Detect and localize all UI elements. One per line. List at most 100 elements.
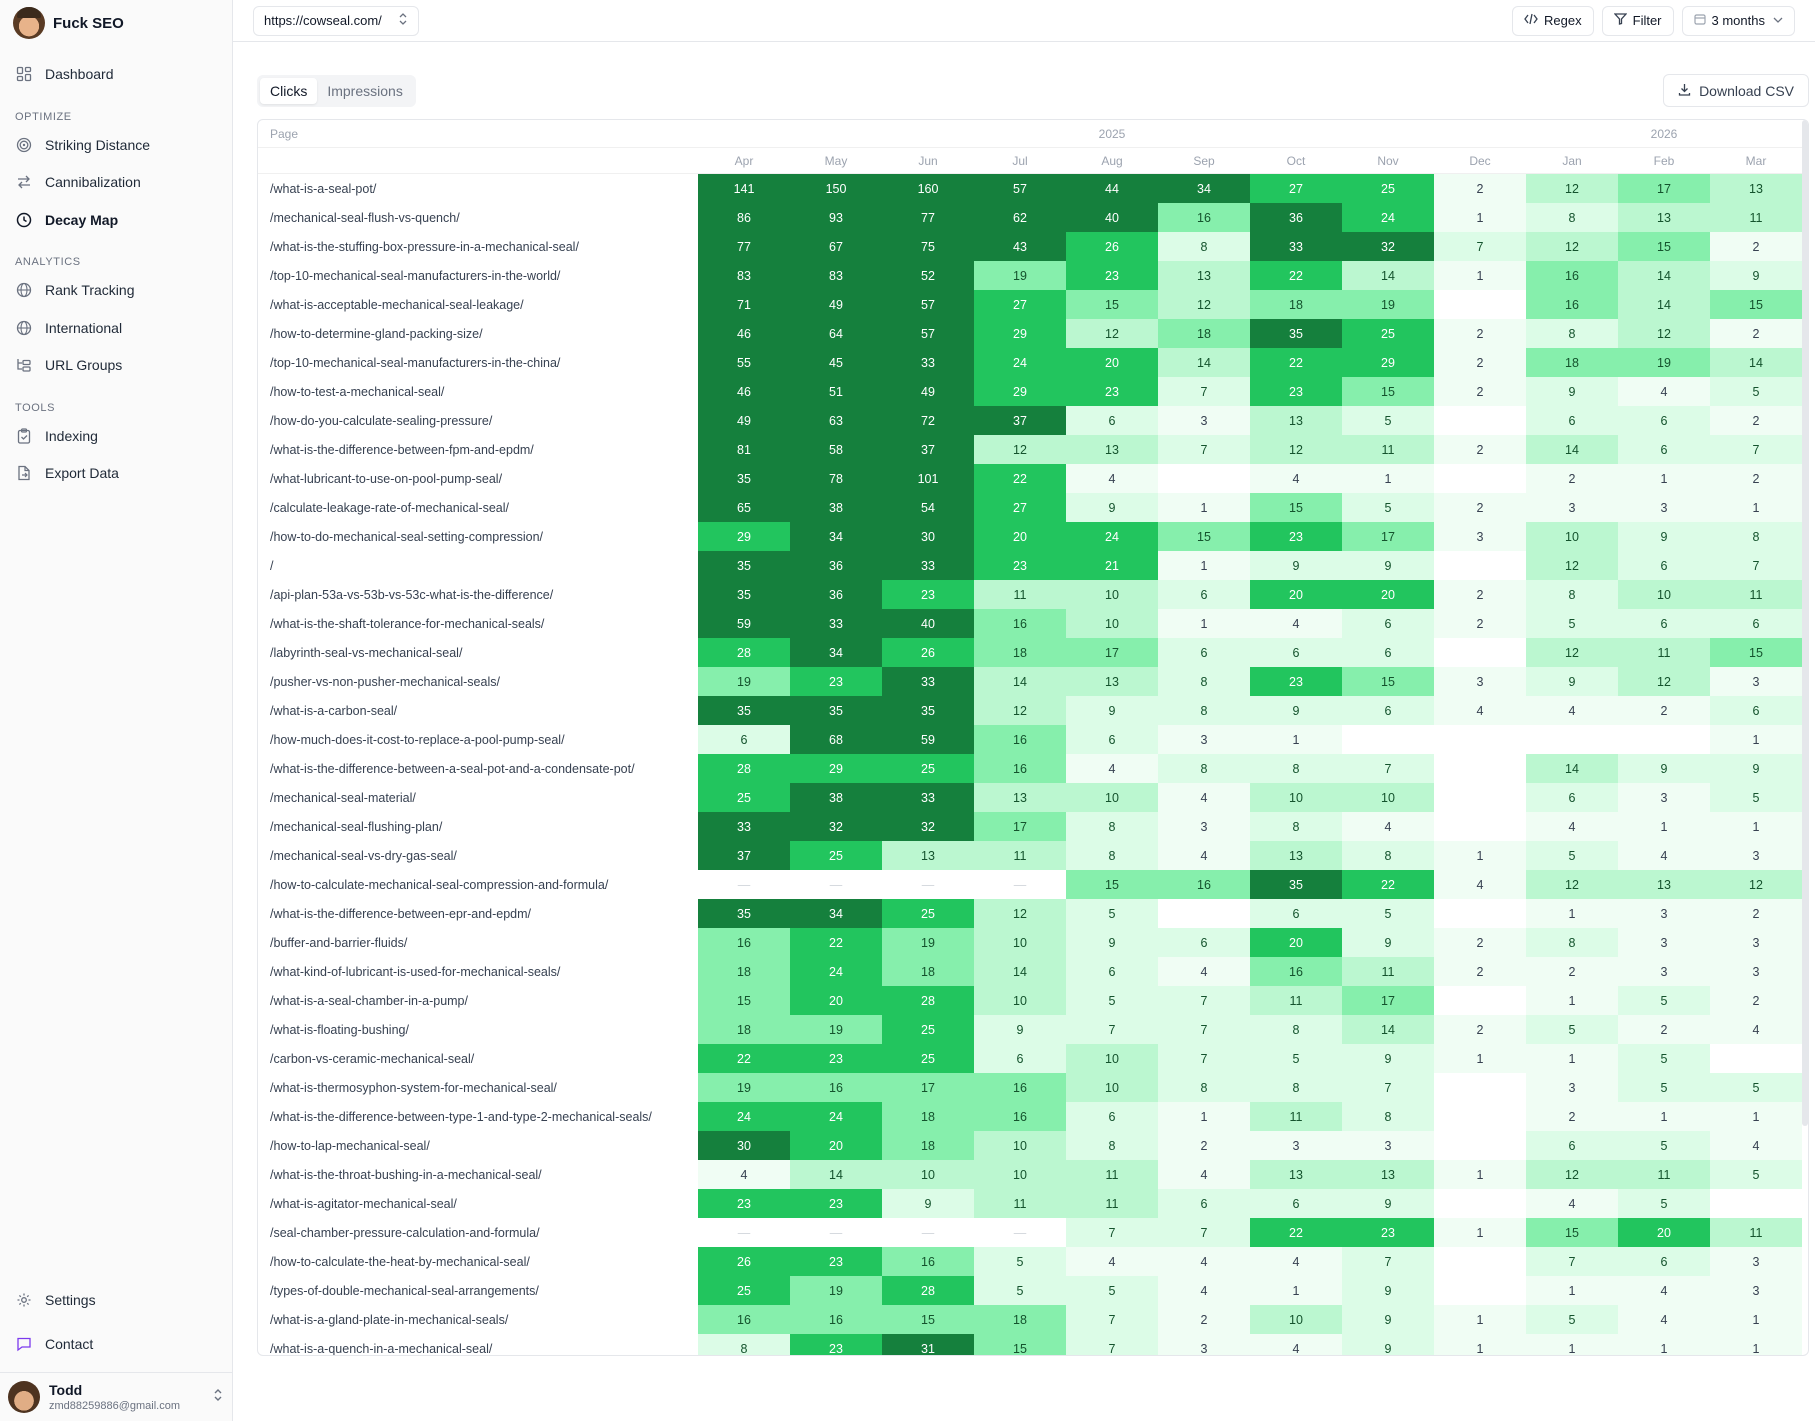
table-row[interactable]: /what-is-agitator-mechanical-seal/23 23 9 1… xyxy=(258,1189,1808,1218)
table-row[interactable]: /what-is-the-shaft-tolerance-for-mechani… xyxy=(258,609,1808,638)
page-url-cell[interactable]: /labyrinth-seal-vs-mechanical-seal/ xyxy=(270,645,463,660)
table-row[interactable]: /what-is-the-difference-between-type-1-a… xyxy=(258,1102,1808,1131)
page-url-cell[interactable]: /what-is-floating-bushing/ xyxy=(270,1022,409,1037)
tab-clicks[interactable]: Clicks xyxy=(260,77,318,104)
page-url-cell[interactable]: /what-is-thermosyphon-system-for-mechani… xyxy=(270,1080,557,1095)
page-url-cell[interactable]: /buffer-and-barrier-fluids/ xyxy=(270,935,408,950)
brand[interactable]: Fuck SEO xyxy=(0,0,232,46)
table-row[interactable]: /35 36 33 23 21 1 9 9 12 6 7 xyxy=(258,551,1808,580)
table-row[interactable]: /what-is-a-carbon-seal/35 35 35 12 9 8 9 6 4 4 2 6 xyxy=(258,696,1808,725)
table-row[interactable]: /what-is-the-difference-between-epr-and-… xyxy=(258,899,1808,928)
page-url-cell[interactable]: /what-is-the-difference-between-a-seal-p… xyxy=(270,761,635,776)
table-row[interactable]: /what-is-the-difference-between-a-seal-p… xyxy=(258,754,1808,783)
decay-table[interactable]: Page 2025 2026 Apr May Jun Jul Aug Sep Oct Nov D… xyxy=(257,119,1809,1356)
table-row[interactable]: /how-to-lap-mechanical-seal/30 20 18 10 8 2 3 3… xyxy=(258,1131,1808,1160)
page-url-cell[interactable]: /how-do-you-calculate-sealing-pressure/ xyxy=(270,413,493,428)
page-url-cell[interactable]: /what-is-agitator-mechanical-seal/ xyxy=(270,1196,457,1211)
table-row[interactable]: /how-to-do-mechanical-seal-setting-compr… xyxy=(258,522,1808,551)
page-url-cell[interactable]: /how-to-determine-gland-packing-size/ xyxy=(270,326,483,341)
sidebar-item-indexing[interactable]: Indexing xyxy=(8,418,224,454)
table-row[interactable]: /how-to-determine-gland-packing-size/46 6… xyxy=(258,319,1808,348)
page-url-cell[interactable]: /types-of-double-mechanical-seal-arrange… xyxy=(270,1283,539,1298)
page-url-cell[interactable]: /how-to-lap-mechanical-seal/ xyxy=(270,1138,430,1153)
page-url-cell[interactable]: /top-10-mechanical-seal-manufacturers-in… xyxy=(270,355,561,370)
table-row[interactable]: /what-is-acceptable-mechanical-seal-leak… xyxy=(258,290,1808,319)
page-url-cell[interactable]: /what-is-a-seal-chamber-in-a-pump/ xyxy=(270,993,468,1008)
table-row[interactable]: /how-to-test-a-mechanical-seal/46 51 49 29 2… xyxy=(258,377,1808,406)
page-url-cell[interactable]: /what-is-acceptable-mechanical-seal-leak… xyxy=(270,297,524,312)
page-url-cell[interactable]: /how-much-does-it-cost-to-replace-a-pool… xyxy=(270,732,565,747)
table-row[interactable]: /carbon-vs-ceramic-mechanical-seal/22 23 2… xyxy=(258,1044,1808,1073)
regex-button[interactable]: Regex xyxy=(1512,5,1594,36)
page-url-cell[interactable]: /what-is-the-difference-between-type-1-a… xyxy=(270,1109,652,1124)
download-csv-button[interactable]: Download CSV xyxy=(1663,74,1809,107)
table-row[interactable]: /mechanical-seal-flush-vs-quench/86 93 77 6… xyxy=(258,203,1808,232)
page-url-cell[interactable]: /what-is-the-difference-between-fpm-and-… xyxy=(270,442,534,457)
page-url-cell[interactable]: /what-is-the-throat-bushing-in-a-mechani… xyxy=(270,1167,542,1182)
table-row[interactable]: /what-is-thermosyphon-system-for-mechani… xyxy=(258,1073,1808,1102)
table-row[interactable]: /how-do-you-calculate-sealing-pressure/4… xyxy=(258,406,1808,435)
sidebar-item-cannibalization[interactable]: Cannibalization xyxy=(8,164,224,200)
page-url-cell[interactable]: /mechanical-seal-material/ xyxy=(270,790,416,805)
page-url-cell[interactable]: /top-10-mechanical-seal-manufacturers-in… xyxy=(270,268,561,283)
user-menu[interactable]: Todd zmd88259886@gmail.com xyxy=(0,1372,232,1421)
table-row[interactable]: /what-is-a-quench-in-a-mechanical-seal/8… xyxy=(258,1334,1808,1356)
table-scrollbar[interactable] xyxy=(1802,120,1808,1126)
page-url-cell[interactable]: / xyxy=(270,558,274,573)
site-select[interactable]: https://cowseal.com/ xyxy=(253,5,419,36)
sidebar-item-url-groups[interactable]: URL Groups xyxy=(8,347,224,383)
sidebar-item-decay-map[interactable]: Decay Map xyxy=(8,202,224,238)
table-row[interactable]: /how-much-does-it-cost-to-replace-a-pool… xyxy=(258,725,1808,754)
date-range-select[interactable]: 3 months xyxy=(1681,5,1795,36)
page-url-cell[interactable]: /how-to-calculate-the-heat-by-mechanical… xyxy=(270,1254,530,1269)
page-url-cell[interactable]: /mechanical-seal-vs-dry-gas-seal/ xyxy=(270,848,457,863)
table-row[interactable]: /what-is-the-throat-bushing-in-a-mechani… xyxy=(258,1160,1808,1189)
sidebar-item-contact[interactable]: Contact xyxy=(8,1326,224,1362)
page-url-cell[interactable]: /api-plan-53a-vs-53b-vs-53c-what-is-the-… xyxy=(270,587,554,602)
table-row[interactable]: /what-lubricant-to-use-on-pool-pump-seal… xyxy=(258,464,1808,493)
sidebar-item-striking-distance[interactable]: Striking Distance xyxy=(8,127,224,163)
page-url-cell[interactable]: /how-to-calculate-mechanical-seal-compre… xyxy=(270,877,609,892)
page-url-cell[interactable]: /what-kind-of-lubricant-is-used-for-mech… xyxy=(270,964,561,979)
page-url-cell[interactable]: /what-is-a-carbon-seal/ xyxy=(270,703,398,718)
table-row[interactable]: /top-10-mechanical-seal-manufacturers-in… xyxy=(258,348,1808,377)
table-row[interactable]: /types-of-double-mechanical-seal-arrange… xyxy=(258,1276,1808,1305)
table-row[interactable]: /what-is-the-difference-between-fpm-and-… xyxy=(258,435,1808,464)
table-row[interactable]: /what-is-floating-bushing/18 19 25 9 7 7 8 14 2 5… xyxy=(258,1015,1808,1044)
table-row[interactable]: /mechanical-seal-vs-dry-gas-seal/37 25 13 1… xyxy=(258,841,1808,870)
table-row[interactable]: /what-is-a-seal-pot/141 150 160 57 44 34 27 25 2… xyxy=(258,174,1808,203)
table-row[interactable]: /pusher-vs-non-pusher-mechanical-seals/1… xyxy=(258,667,1808,696)
page-url-cell[interactable]: /pusher-vs-non-pusher-mechanical-seals/ xyxy=(270,674,500,689)
table-row[interactable]: /buffer-and-barrier-fluids/16 22 19 10 9 6 20 9… xyxy=(258,928,1808,957)
table-row[interactable]: /what-is-a-gland-plate-in-mechanical-sea… xyxy=(258,1305,1808,1334)
sidebar-item-export-data[interactable]: Export Data xyxy=(8,455,224,491)
page-url-cell[interactable]: /carbon-vs-ceramic-mechanical-seal/ xyxy=(270,1051,475,1066)
table-row[interactable]: /what-is-the-stuffing-box-pressure-in-a-… xyxy=(258,232,1808,261)
table-row[interactable]: /calculate-leakage-rate-of-mechanical-se… xyxy=(258,493,1808,522)
table-row[interactable]: /mechanical-seal-flushing-plan/33 32 32 17 8… xyxy=(258,812,1808,841)
sidebar-item-dashboard[interactable]: Dashboard xyxy=(8,56,224,92)
page-url-cell[interactable]: /what-is-a-gland-plate-in-mechanical-sea… xyxy=(270,1312,509,1327)
page-url-cell[interactable]: /what-is-a-seal-pot/ xyxy=(270,181,377,196)
sidebar-item-rank-tracking[interactable]: Rank Tracking xyxy=(8,272,224,308)
page-url-cell[interactable]: /seal-chamber-pressure-calculation-and-f… xyxy=(270,1225,540,1240)
table-row[interactable]: /how-to-calculate-the-heat-by-mechanical… xyxy=(258,1247,1808,1276)
page-url-cell[interactable]: /calculate-leakage-rate-of-mechanical-se… xyxy=(270,500,510,515)
page-url-cell[interactable]: /what-is-the-stuffing-box-pressure-in-a-… xyxy=(270,239,579,254)
page-url-cell[interactable]: /what-is-the-difference-between-epr-and-… xyxy=(270,906,532,921)
table-row[interactable]: /how-to-calculate-mechanical-seal-compre… xyxy=(258,870,1808,899)
table-row[interactable]: /labyrinth-seal-vs-mechanical-seal/28 34 2… xyxy=(258,638,1808,667)
page-column-header[interactable]: Page xyxy=(270,126,299,141)
page-url-cell[interactable]: /mechanical-seal-flushing-plan/ xyxy=(270,819,443,834)
page-url-cell[interactable]: /what-is-a-quench-in-a-mechanical-seal/ xyxy=(270,1341,493,1356)
table-row[interactable]: /api-plan-53a-vs-53b-vs-53c-what-is-the-… xyxy=(258,580,1808,609)
page-url-cell[interactable]: /mechanical-seal-flush-vs-quench/ xyxy=(270,210,460,225)
table-row[interactable]: /top-10-mechanical-seal-manufacturers-in… xyxy=(258,261,1808,290)
sidebar-item-international[interactable]: International xyxy=(8,310,224,346)
page-url-cell[interactable]: /how-to-test-a-mechanical-seal/ xyxy=(270,384,445,399)
filter-button[interactable]: Filter xyxy=(1601,5,1674,36)
table-row[interactable]: /mechanical-seal-material/25 38 33 13 10 4 10 1… xyxy=(258,783,1808,812)
sidebar-item-settings[interactable]: Settings xyxy=(8,1282,224,1318)
page-url-cell[interactable]: /what-is-the-shaft-tolerance-for-mechani… xyxy=(270,616,545,631)
table-row[interactable]: /seal-chamber-pressure-calculation-and-f… xyxy=(258,1218,1808,1247)
